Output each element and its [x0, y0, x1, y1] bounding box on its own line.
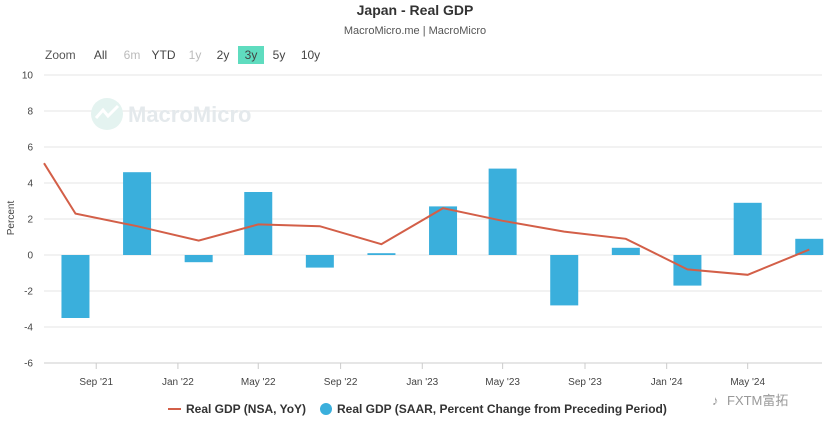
- zoom-toolbar: Zoom All 6m YTD 1y 2y 3y 5y 10y: [45, 46, 320, 64]
- x-tick-label: Jan '22: [162, 377, 194, 388]
- y-tick-label: 0: [27, 251, 33, 262]
- zoom-button-all[interactable]: All: [94, 48, 107, 62]
- chart-subtitle: MacroMicro.me | MacroMicro: [344, 25, 486, 37]
- zoom-button-ytd[interactable]: YTD: [152, 48, 176, 62]
- y-tick-label: -2: [24, 287, 33, 298]
- zoom-button-10y[interactable]: 10y: [301, 48, 320, 62]
- x-tick-label: May '24: [730, 377, 765, 388]
- legend-bar-swatch: [320, 403, 332, 415]
- y-tick-label: -6: [24, 359, 33, 370]
- y-tick-label: 10: [22, 71, 34, 82]
- zoom-selected-bg: [238, 46, 264, 64]
- zoom-button-1y[interactable]: 1y: [189, 48, 202, 62]
- legend-item-bar[interactable]: Real GDP (SAAR, Percent Change from Prec…: [337, 402, 667, 416]
- bar: [123, 172, 152, 255]
- bar: [305, 255, 334, 268]
- bar: [488, 168, 517, 255]
- x-tick-label: Jan '23: [406, 377, 438, 388]
- zoom-button-6m[interactable]: 6m: [124, 48, 141, 62]
- bar: [611, 247, 640, 255]
- bar: [795, 238, 824, 255]
- x-tick-label: May '22: [241, 377, 276, 388]
- y-tick-label: -4: [24, 323, 33, 334]
- corner-brand: ♪ FXTM富拓: [712, 393, 788, 408]
- x-tick-label: Jan '24: [651, 377, 683, 388]
- bar: [550, 255, 579, 306]
- watermark: MacroMicro: [91, 98, 251, 130]
- line-path: [43, 162, 810, 276]
- watermark-text: MacroMicro: [128, 102, 251, 127]
- zoom-button-2y[interactable]: 2y: [217, 48, 230, 62]
- y-tick-label: 8: [27, 107, 33, 118]
- legend-item-line[interactable]: Real GDP (NSA, YoY): [186, 402, 306, 416]
- x-tick-label: May '23: [485, 377, 520, 388]
- x-tick-label: Sep '23: [568, 377, 602, 388]
- corner-brand-text: FXTM富拓: [727, 393, 788, 408]
- y-tick-label: 4: [27, 179, 33, 190]
- bar: [184, 255, 213, 263]
- zoom-button-3y[interactable]: 3y: [245, 48, 258, 62]
- bar: [61, 255, 90, 318]
- legend: Real GDP (NSA, YoY) Real GDP (SAAR, Perce…: [168, 402, 667, 416]
- bars-series: [61, 168, 824, 318]
- x-tick-label: Sep '21: [79, 377, 113, 388]
- y-axis-ticks: -6 -4 -2 0 2 4 6 8 10: [22, 71, 34, 370]
- y-tick-label: 6: [27, 143, 33, 154]
- bar: [733, 202, 762, 255]
- y-axis-title: Percent: [6, 201, 17, 236]
- chart-title: Japan - Real GDP: [357, 2, 474, 18]
- bar: [367, 253, 396, 255]
- zoom-button-5y[interactable]: 5y: [273, 48, 286, 62]
- x-axis: Sep '21 Jan '22 May '22 Sep '22 Jan '23 May '…: [44, 362, 822, 388]
- tiktok-logo-icon: ♪: [712, 393, 719, 408]
- line-series: [43, 162, 810, 276]
- x-tick-label: Sep '22: [324, 377, 358, 388]
- y-tick-label: 2: [27, 215, 33, 226]
- macromicro-logo-mark: [94, 104, 120, 119]
- zoom-label: Zoom: [45, 48, 76, 62]
